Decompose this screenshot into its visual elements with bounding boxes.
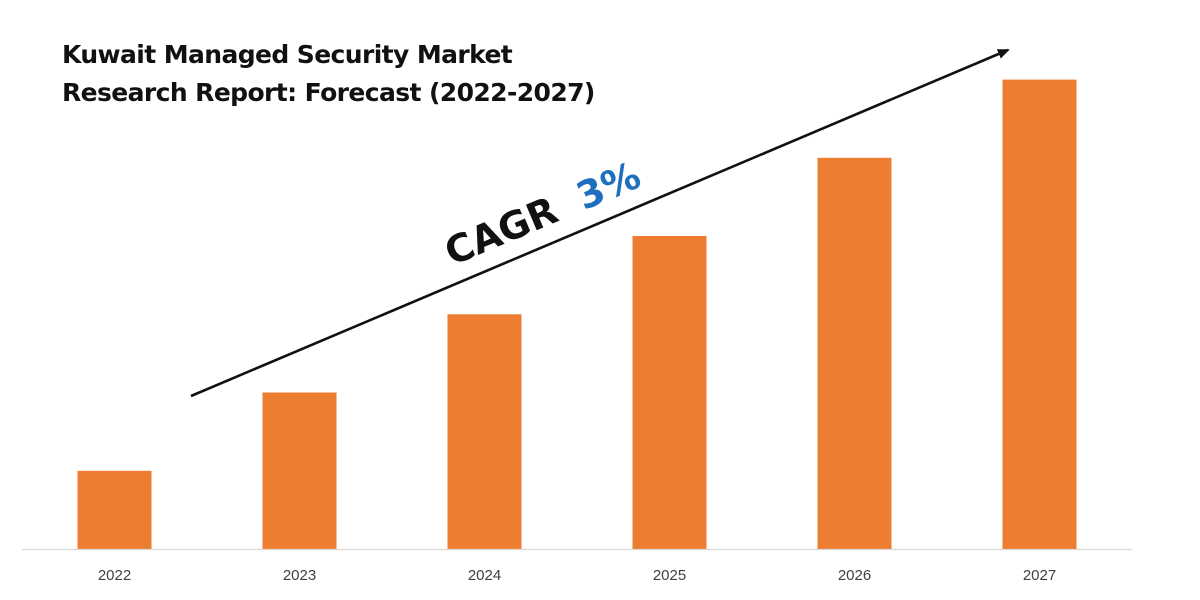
bar-2024: [447, 314, 522, 549]
chart-title: Kuwait Managed Security Market Research …: [62, 36, 682, 112]
bars-layer: [77, 79, 1077, 550]
x-tick-label-2024: 2024: [468, 567, 501, 584]
chart-title-line-1: Kuwait Managed Security Market: [62, 40, 513, 69]
x-tick-label-2022: 2022: [98, 567, 131, 584]
x-tick-label-2027: 2027: [1023, 567, 1056, 584]
x-tick-label-2026: 2026: [838, 567, 871, 584]
bar-2022: [77, 470, 152, 549]
bar-2026: [817, 157, 892, 550]
bar-2025: [632, 236, 707, 549]
bar-2027: [1002, 79, 1077, 549]
chart-title-line-2: Research Report: Forecast (2022-2027): [62, 78, 595, 107]
cagr-label: CAGR: [438, 188, 564, 274]
x-tick-label-2025: 2025: [653, 567, 686, 584]
x-tick-label-2023: 2023: [283, 567, 316, 584]
x-tick-labels: 2022 2023 2024 2025 2026 2027: [98, 567, 1056, 584]
trend-arrow: [190, 48, 1010, 398]
bar-2023: [262, 392, 337, 549]
cagr-annotation: CAGR 3%: [438, 153, 646, 274]
